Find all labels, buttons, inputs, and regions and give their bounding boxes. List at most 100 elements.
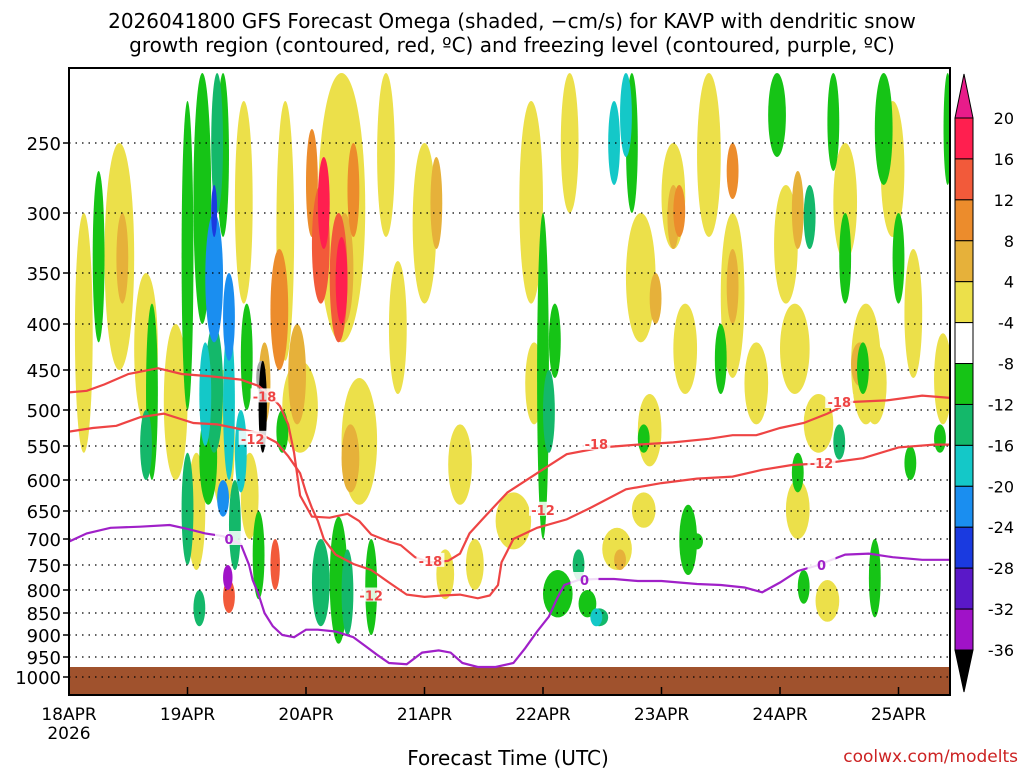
y-tick-label: 900 [27,626,61,647]
contour-label-bg [582,435,611,450]
omega-cell-neg16 [205,213,224,343]
omega-cell-neg8 [833,424,846,460]
contour-label-bg [570,572,599,586]
omega-cell-neg8 [140,410,152,480]
omega-cell-neg8 [311,539,330,627]
x-tick-label: 22APR [515,705,571,725]
y-tick-label: 750 [27,556,61,577]
colorbar-segment [954,117,974,160]
omega-cell-neg4 [943,73,950,185]
omega-cell-pos8 [726,249,739,324]
omega-cell-pos4 [673,303,698,394]
omega-cell-neg4 [578,590,597,618]
omega-cell-pos4 [412,143,437,304]
contour-dgz_minus12 [69,412,950,600]
credit-link[interactable]: coolwx.com/modelts [843,747,1018,767]
x-tick-label: 21APR [397,705,453,725]
omega-cell-pos12 [673,185,686,237]
omega-cell-neg4 [537,213,549,539]
colorbar-top-arrow [954,73,974,119]
omega-cell-neg12 [590,608,603,627]
colorbar-label: -36 [988,641,1014,660]
omega-cell-neg4 [768,73,786,157]
omega-cell-pos4 [803,394,834,453]
omega-cell-neg4 [548,303,561,378]
colorbar-label: -4 [998,314,1014,333]
omega-cell-pos4 [234,101,253,304]
x-tick-label: 23APR [634,705,690,725]
contour-label-freezing_0: 0 [580,574,589,589]
contour-label-bg [250,388,279,403]
omega-cell-pos12 [347,143,360,237]
chart-title-line-1: 2026041800 GFS Forecast Omega (shaded, −… [108,9,916,33]
omega-cell-pos4 [448,424,472,505]
omega-cell-pos4 [904,249,923,378]
colorbar-segment [954,363,974,405]
omega-cell-neg16 [217,480,229,517]
y-tick-label: 350 [27,264,61,285]
omega-cell-pos20 [335,237,348,324]
colorbar: 20 16 12 8 4 -4 -8 -12 -16 -20 -24 -28 -32 -36 [954,73,1014,693]
omega-cell-pos20 [317,157,330,249]
omega-cell-pos4 [815,580,840,622]
omega-cell-neg8 [228,480,241,570]
colorbar-label: -32 [988,600,1014,619]
omega-cell-neg4 [904,446,917,480]
x-tick-label: 20APR [278,705,334,725]
x-axis-label: Forecast Time (UTC) [407,746,609,768]
omega-cell-neg4 [691,533,703,550]
omega-cell-pos4 [780,303,810,394]
omega-cell-neg4 [874,73,893,185]
omega-cell-pos4 [934,333,950,425]
omega-cell-neg4 [797,570,810,604]
omega-cell-pos8 [430,157,443,249]
omega-cell-neg4 [868,539,881,618]
chart-title-line-2: growth region (contoured, red, ºC) and f… [129,33,895,57]
contour-label-dgz_minus12: -12 [531,504,555,519]
omega-cell-neg16 [223,273,235,361]
contour-label-bg [807,455,836,469]
contour-label-dgz_minus12: -12 [359,590,383,605]
colorbar-segment [954,240,974,283]
y-tick-label: 550 [27,437,61,458]
omega-cell-pos4 [862,342,887,425]
omega-cell-neg4 [365,539,378,635]
y-tick-label: 250 [27,134,61,155]
colorbar-label: 20 [994,109,1014,128]
omega-cell-pos12 [726,143,739,199]
omega-cell-neg4 [827,73,840,171]
omega-cell-neg4 [791,452,804,493]
ground-surface [69,667,950,695]
omega-cell-pos4 [833,143,858,261]
omega-cell-pos4 [163,324,188,480]
colorbar-segment [954,281,974,324]
contour-label-bg [825,394,854,408]
omega-cell-pos4 [625,213,656,343]
omega-cell-neg8 [181,452,194,565]
contour-label-bg [357,587,386,602]
omega-shading [74,73,950,644]
contour-label-bg [214,531,243,545]
y-tick-label: 400 [27,315,61,336]
omega-cell-neg8 [193,590,206,627]
x-year-label: 2026 [47,724,90,744]
omega-cell-neg28 [223,565,233,590]
colorbar-label: 4 [1004,273,1014,292]
x-tick-label: 18APR [41,705,97,725]
contour-label-dgz_minus12: -12 [241,433,265,448]
colorbar-bottom-arrow [954,649,974,693]
colorbar-label: -12 [988,395,1014,414]
y-axis: 2503003504004505005506006507007508008509… [15,134,69,689]
omega-cell-neg4 [892,212,905,304]
contour-label-freezing_0: 0 [224,533,233,548]
omega-cell-pos8 [116,212,129,304]
omega-cell-neg4 [276,410,289,453]
contour-label-dgz_minus12: -12 [810,457,834,472]
contour-label-freezing_0: 0 [817,559,826,574]
colorbar-label: -16 [988,436,1014,455]
y-tick-label: 650 [27,502,61,523]
colorbar-segment [954,444,974,487]
colorbar-label: -8 [998,355,1014,374]
y-tick-label: 450 [27,361,61,382]
